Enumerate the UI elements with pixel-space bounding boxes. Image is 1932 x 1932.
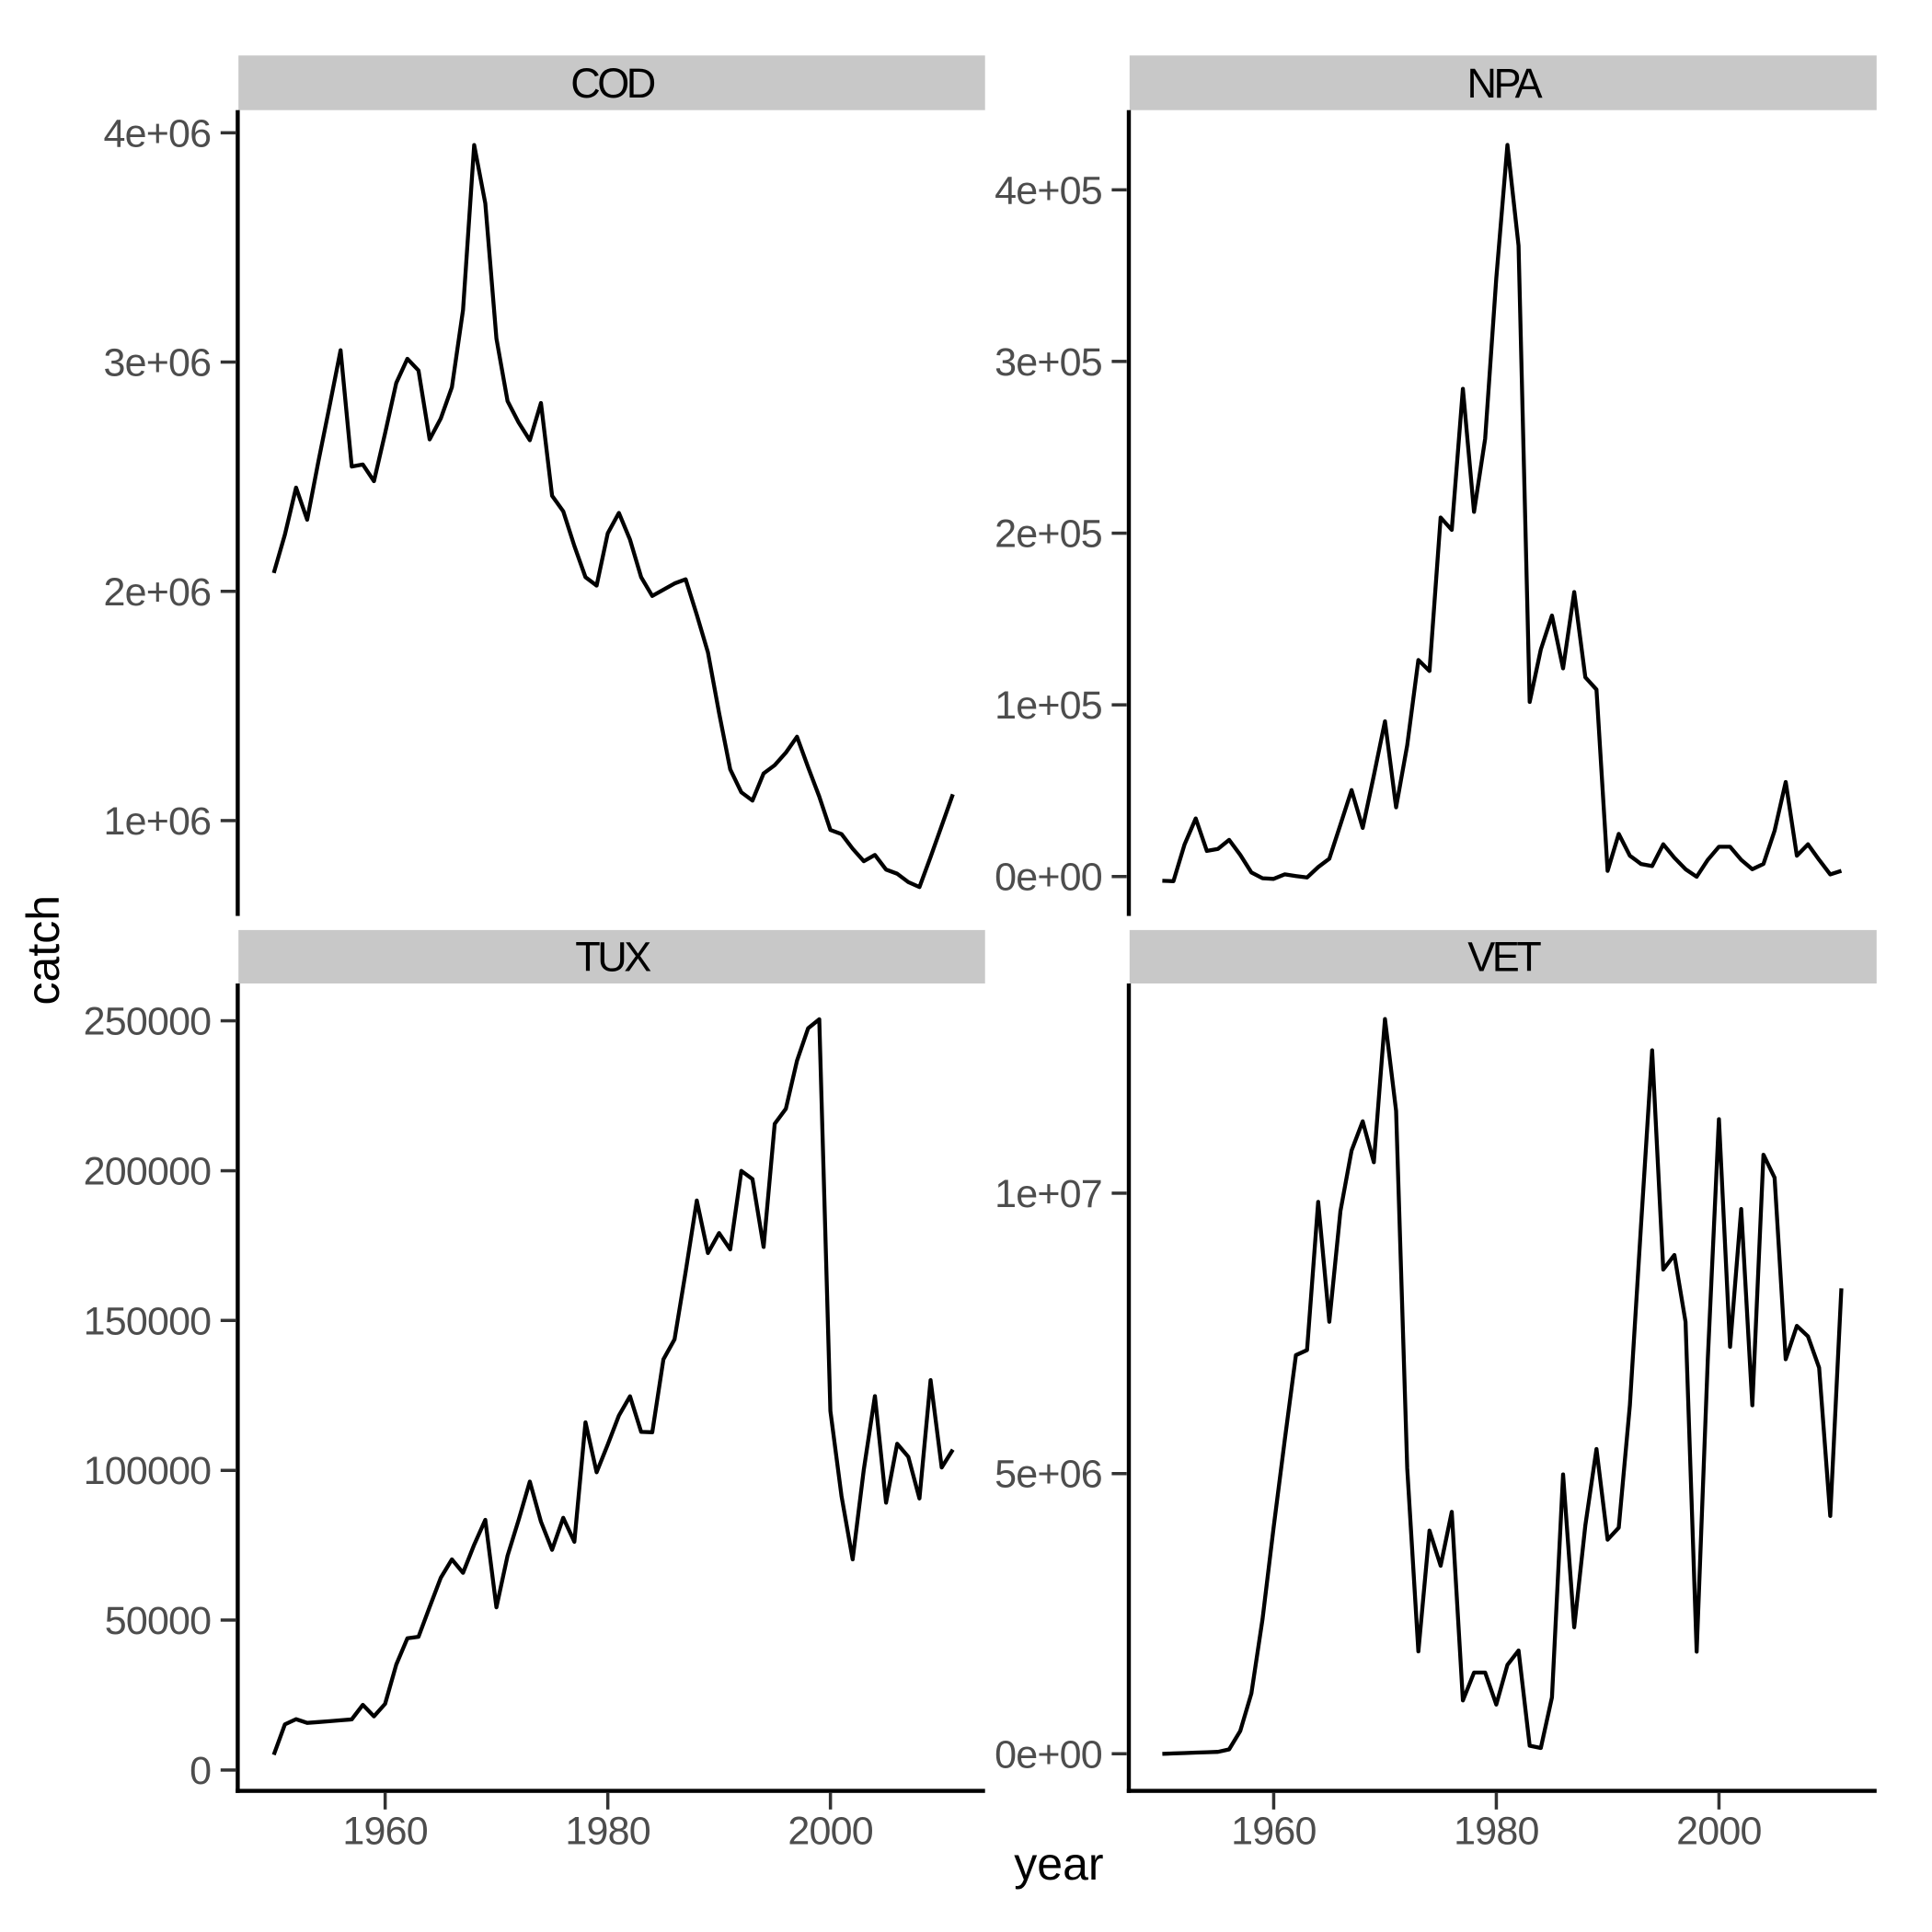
svg-text:catch: catch [17,895,69,1006]
svg-text:50000: 50000 [105,1599,212,1643]
svg-text:VET: VET [1467,933,1541,980]
svg-text:200000: 200000 [84,1150,212,1194]
svg-text:0: 0 [190,1749,211,1793]
svg-text:1e+06: 1e+06 [104,799,212,844]
svg-text:100000: 100000 [84,1449,212,1493]
svg-text:year: year [1014,1838,1103,1890]
svg-text:1960: 1960 [1231,1810,1316,1854]
svg-text:3e+05: 3e+05 [995,340,1102,385]
svg-text:250000: 250000 [84,1000,212,1044]
svg-text:1960: 1960 [342,1810,427,1854]
svg-text:5e+06: 5e+06 [995,1453,1102,1497]
svg-text:150000: 150000 [84,1299,212,1343]
svg-text:3e+06: 3e+06 [104,341,212,385]
svg-text:2e+06: 2e+06 [104,570,212,615]
svg-text:NPA: NPA [1466,60,1542,107]
svg-text:1e+05: 1e+05 [995,684,1102,728]
svg-text:2000: 2000 [1676,1810,1761,1854]
svg-text:1980: 1980 [1454,1810,1538,1854]
svg-text:4e+06: 4e+06 [104,111,212,155]
svg-text:2e+05: 2e+05 [995,512,1102,557]
svg-text:COD: COD [570,60,655,107]
svg-text:TUX: TUX [575,933,651,980]
svg-text:4e+05: 4e+05 [995,168,1102,213]
svg-text:1e+07: 1e+07 [995,1172,1102,1216]
svg-text:1980: 1980 [565,1810,650,1854]
svg-text:0e+00: 0e+00 [995,856,1102,900]
svg-text:2000: 2000 [788,1810,872,1854]
svg-text:0e+00: 0e+00 [995,1732,1102,1777]
